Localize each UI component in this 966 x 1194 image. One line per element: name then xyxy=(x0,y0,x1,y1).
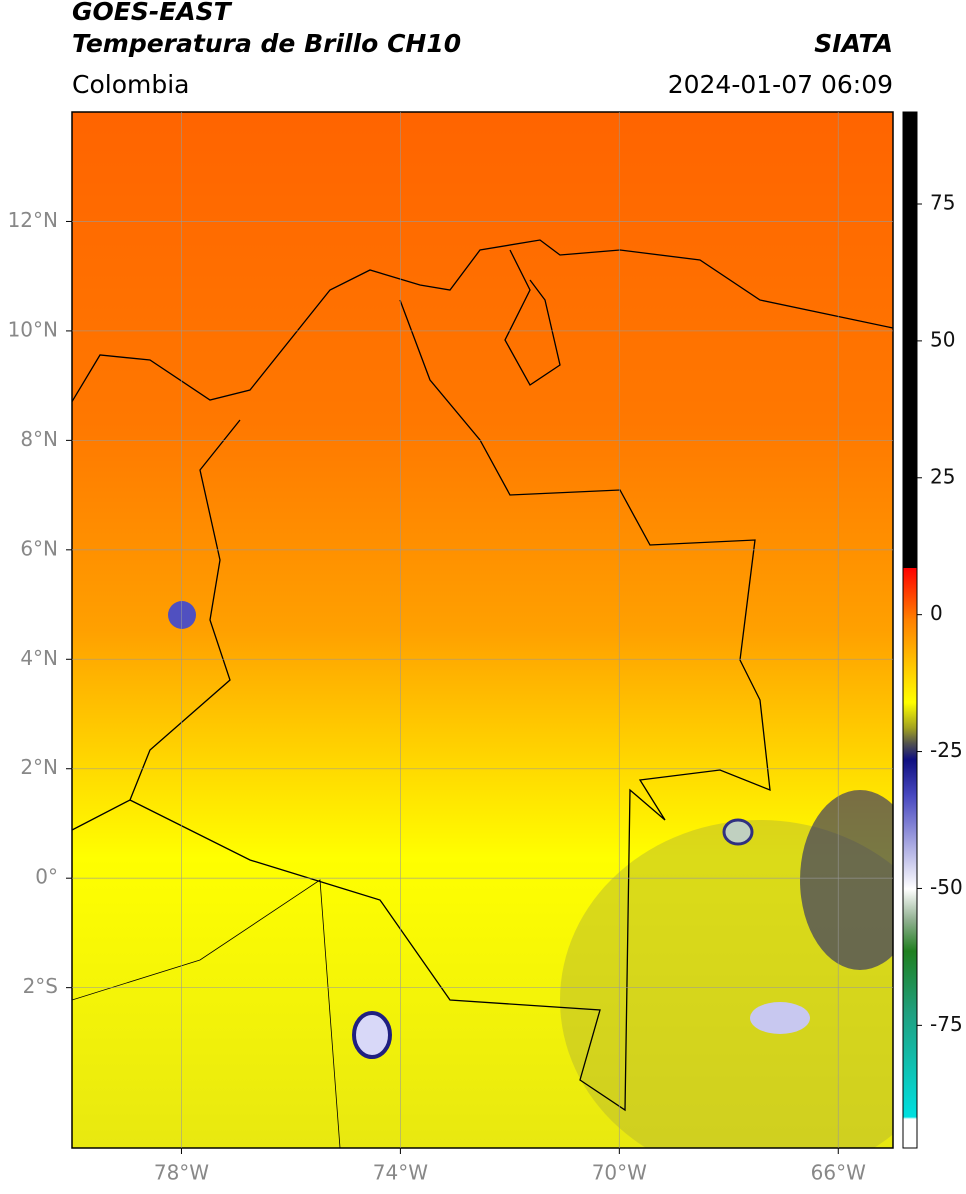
colorbar-tick-label: 0 xyxy=(930,601,943,625)
colorbar-tick-label: -75 xyxy=(930,1012,963,1036)
colorbar-tick-label: -25 xyxy=(930,738,963,762)
x-tick-label: 66°W xyxy=(811,1161,866,1185)
colorbar-tick-label: -50 xyxy=(930,875,963,899)
y-tick-label: 12°N xyxy=(8,208,58,232)
y-tick-label: 2°N xyxy=(20,755,58,779)
source: SIATA xyxy=(814,29,893,58)
colorbar-tick-label: 25 xyxy=(930,464,955,488)
y-tick-label: 2°S xyxy=(23,974,58,998)
axes: 78°W 74°W 70°W 66°W 12°N 10°N 8°N 6°N 4°N 2°N 0° 2°… xyxy=(8,112,963,1185)
colorbar-tick-label: 50 xyxy=(930,327,955,351)
colorbar xyxy=(902,111,918,1149)
y-tick-label: 8°N xyxy=(20,427,58,451)
region: Colombia xyxy=(72,70,189,99)
y-tick-label: 0° xyxy=(35,865,58,889)
y-tick-label: 6°N xyxy=(20,536,58,560)
y-tick-label: 10°N xyxy=(8,317,58,341)
map-frame xyxy=(71,111,894,1149)
title: GOES-EAST xyxy=(72,0,233,26)
map-image xyxy=(72,112,893,1148)
x-tick-label: 70°W xyxy=(592,1161,647,1185)
y-tick-label: 4°N xyxy=(20,646,58,670)
colorbar-tick-label: 75 xyxy=(930,190,955,214)
subtitle: Temperatura de Brillo CH10 xyxy=(72,29,461,58)
datetime: 2024-01-07 06:09 xyxy=(668,70,893,99)
x-tick-label: 78°W xyxy=(154,1161,209,1185)
x-tick-label: 74°W xyxy=(373,1161,428,1185)
